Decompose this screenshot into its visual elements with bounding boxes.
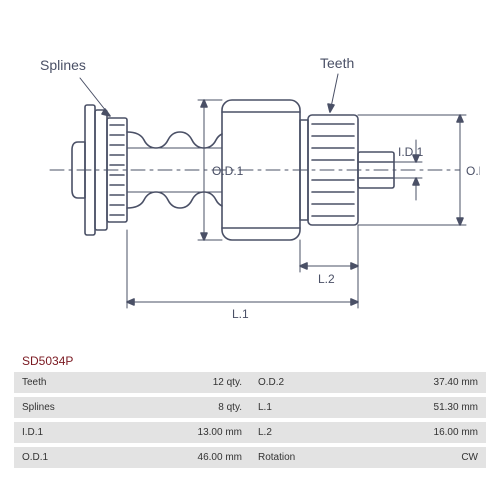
od2-label: O.D.2 [466, 164, 480, 178]
spec-label: O.D.1 [14, 452, 90, 463]
spec-value: CW [326, 452, 486, 463]
table-row: I.D.1 13.00 mm L.2 16.00 mm [14, 422, 486, 443]
spec-label: Splines [14, 402, 90, 413]
spec-label: Rotation [250, 452, 326, 463]
table-row: O.D.1 46.00 mm Rotation CW [14, 447, 486, 468]
spec-label: L.2 [250, 427, 326, 438]
spec-table: Teeth 12 qty. O.D.2 37.40 mm Splines 8 q… [14, 372, 486, 472]
spec-value: 37.40 mm [326, 377, 486, 388]
id1-label: I.D.1 [398, 145, 424, 159]
spec-label: O.D.2 [250, 377, 326, 388]
spec-value: 51.30 mm [326, 402, 486, 413]
spec-value: 8 qty. [90, 402, 250, 413]
teeth-callout: Teeth [320, 55, 354, 71]
od1-label: O.D.1 [212, 164, 244, 178]
table-row: Teeth 12 qty. O.D.2 37.40 mm [14, 372, 486, 393]
spec-value: 16.00 mm [326, 427, 486, 438]
table-row: Splines 8 qty. L.1 51.30 mm [14, 397, 486, 418]
l1-label: L.1 [232, 307, 249, 321]
spec-value: 46.00 mm [90, 452, 250, 463]
spec-label: I.D.1 [14, 427, 90, 438]
l2-label: L.2 [318, 272, 335, 286]
spec-value: 13.00 mm [90, 427, 250, 438]
spec-value: 12 qty. [90, 377, 250, 388]
spec-label: L.1 [250, 402, 326, 413]
splines-callout: Splines [40, 57, 86, 73]
part-code: SD5034P [22, 354, 73, 368]
spec-label: Teeth [14, 377, 90, 388]
technical-diagram: Splines Teeth O.D.1 I.D.1 O.D.2 L.2 L.1 [20, 20, 480, 340]
